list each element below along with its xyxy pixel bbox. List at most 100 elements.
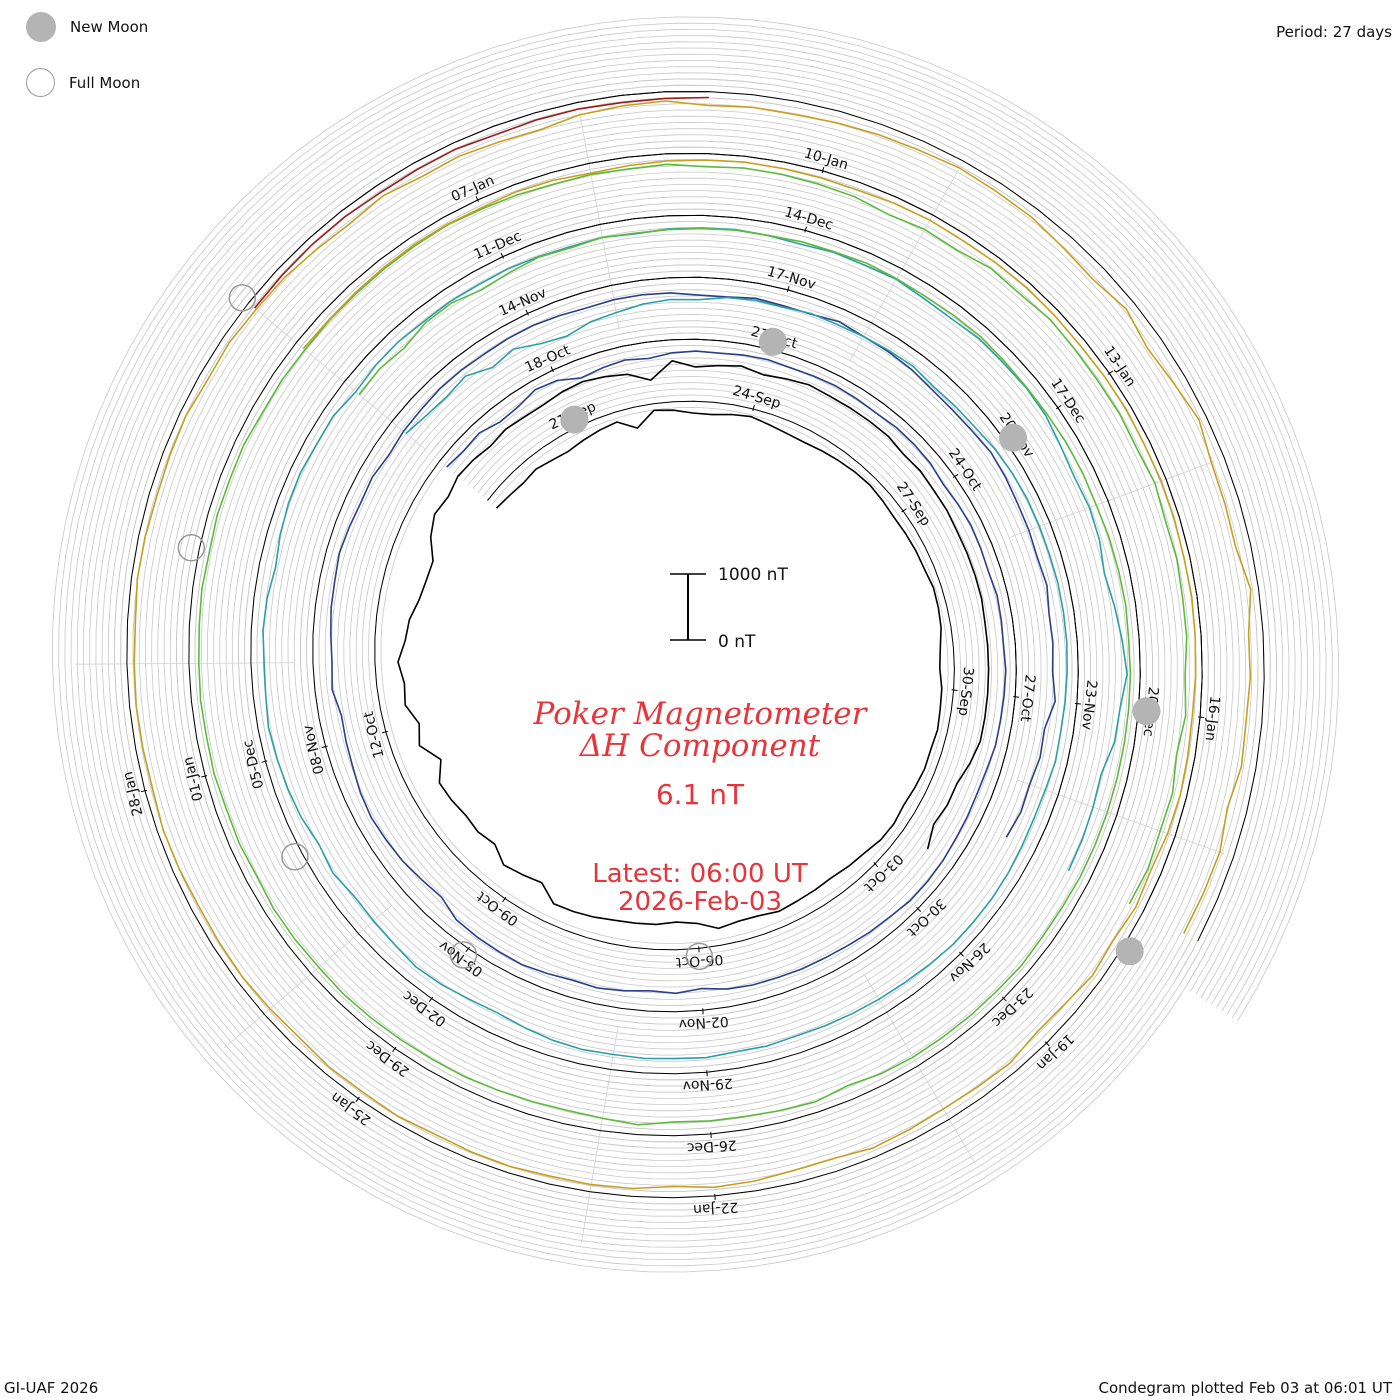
tick-label: 07-Jan (449, 172, 497, 205)
tick-mark (1074, 702, 1081, 705)
tick-label: 06-Oct (675, 951, 724, 970)
full-moon-icon (26, 68, 55, 97)
date-tick-labels: 21-Sep24-Sep27-Sep30-Sep03-Oct06-Oct09-O… (120, 145, 1222, 1217)
footer-plotted: Condegram plotted Feb 03 at 06:01 UT (1098, 1379, 1392, 1397)
tick-mark (550, 366, 554, 373)
tick-label: 24-Sep (731, 383, 783, 412)
period-label: Period: 27 days (1276, 23, 1392, 41)
data-traces (133, 96, 1252, 1190)
day-spoke (1016, 779, 1225, 855)
cycle-baselines (126, 91, 1265, 1199)
tick-mark (525, 309, 529, 316)
day-spokes (74, 112, 1225, 1244)
tick-mark (786, 285, 790, 293)
tick-label: 02-Nov (678, 1013, 729, 1032)
full-moon-marker (281, 843, 309, 871)
tick-label: 22-Jan (693, 1198, 739, 1217)
tick-label: 27-Oct (1017, 674, 1038, 723)
tick-mark (465, 946, 470, 953)
series-trace (133, 100, 1252, 1190)
tick-label: 27-Sep (893, 479, 934, 529)
latest-time: Latest: 06:00 UT (592, 859, 808, 889)
grid-ring (95, 59, 1296, 1230)
grid-ring (52, 16, 1339, 1273)
tick-label: 30-Sep (955, 666, 976, 717)
tick-mark (355, 1096, 360, 1103)
tick-mark (1044, 1041, 1050, 1047)
new-moon-label: New Moon (70, 18, 149, 36)
tick-mark (475, 196, 479, 202)
grid-ring (107, 72, 1284, 1217)
grid-ring (101, 66, 1290, 1223)
tick-mark (500, 252, 504, 259)
new-moon-marker (1132, 697, 1161, 726)
tick-mark (381, 730, 388, 734)
tick-label: 01-Jan (180, 755, 206, 803)
tick-label: 24-Oct (945, 446, 985, 495)
full-moon-marker (449, 941, 478, 969)
tick-mark (1107, 370, 1114, 375)
tick-label: 12-Oct (361, 709, 388, 759)
grid-ring (58, 22, 1333, 1267)
tick-label: 19-Jan (1033, 1030, 1077, 1073)
tick-mark (873, 862, 879, 868)
tick-mark (140, 789, 148, 793)
day-spoke (579, 112, 620, 329)
day-spoke (849, 169, 959, 362)
latest-date: 2026-Feb-03 (617, 887, 783, 917)
current-value: 6.1 nT (655, 778, 745, 811)
footer-credit: GI-UAF 2026 (4, 1379, 99, 1397)
tick-mark (502, 896, 507, 903)
tick-mark (321, 745, 328, 749)
new-moon-icon (26, 12, 56, 42)
tick-label: 28-Jan (120, 770, 146, 818)
legend-full-moon: Full Moon (26, 68, 140, 97)
new-moon-marker (1115, 937, 1144, 966)
tick-mark (752, 404, 755, 412)
day-spoke (255, 309, 426, 451)
tick-label: 29-Nov (682, 1074, 733, 1093)
tick-mark (951, 689, 958, 691)
tick-label: 17-Nov (765, 264, 818, 293)
tick-mark (1055, 405, 1062, 410)
tick-mark (901, 508, 907, 513)
tick-mark (1198, 716, 1205, 719)
chart-subtitle: ΔH Component (579, 728, 821, 764)
grid-ring (83, 47, 1308, 1242)
tick-mark (952, 473, 959, 479)
series-trace (262, 227, 1128, 1060)
title-block: Poker Magnetometer ΔH Component (440, 698, 960, 762)
cycle-baseline (248, 91, 710, 304)
full-moon-marker (685, 942, 714, 971)
moon-markers (177, 284, 1161, 971)
tick-label: 10-Jan (802, 145, 850, 173)
day-spoke (864, 974, 977, 1165)
scale-bottom-label: 0 nT (718, 632, 756, 652)
tick-mark (201, 775, 208, 778)
series-trace (253, 96, 709, 309)
grid-ring (76, 41, 1315, 1248)
series-trace (397, 360, 990, 930)
day-spoke (74, 662, 295, 665)
tick-mark (916, 906, 922, 912)
tick-mark (821, 166, 825, 173)
tick-label: 26-Dec (686, 1136, 737, 1155)
new-moon-marker (560, 405, 589, 434)
tick-mark (804, 226, 807, 233)
tick-label: 23-Dec (988, 984, 1035, 1030)
new-moon-marker (999, 423, 1027, 452)
scale-bar: 1000 nT 0 nT (670, 565, 788, 652)
series-trace (198, 163, 1188, 1126)
full-moon-marker (177, 534, 206, 562)
tick-label: 16-Jan (1202, 695, 1223, 742)
tick-mark (1013, 696, 1020, 698)
legend-new-moon: New Moon (26, 12, 148, 42)
tick-mark (959, 951, 964, 957)
tick-label: 23-Nov (1078, 679, 1099, 731)
tick-label: 13-Jan (1100, 343, 1138, 390)
chart-title: Poker Magnetometer (533, 696, 867, 732)
cycle-baseline (250, 214, 1141, 1075)
tick-mark (392, 1046, 397, 1053)
cycle-baseline (126, 91, 1265, 1199)
scale-top-label: 1000 nT (718, 565, 788, 585)
